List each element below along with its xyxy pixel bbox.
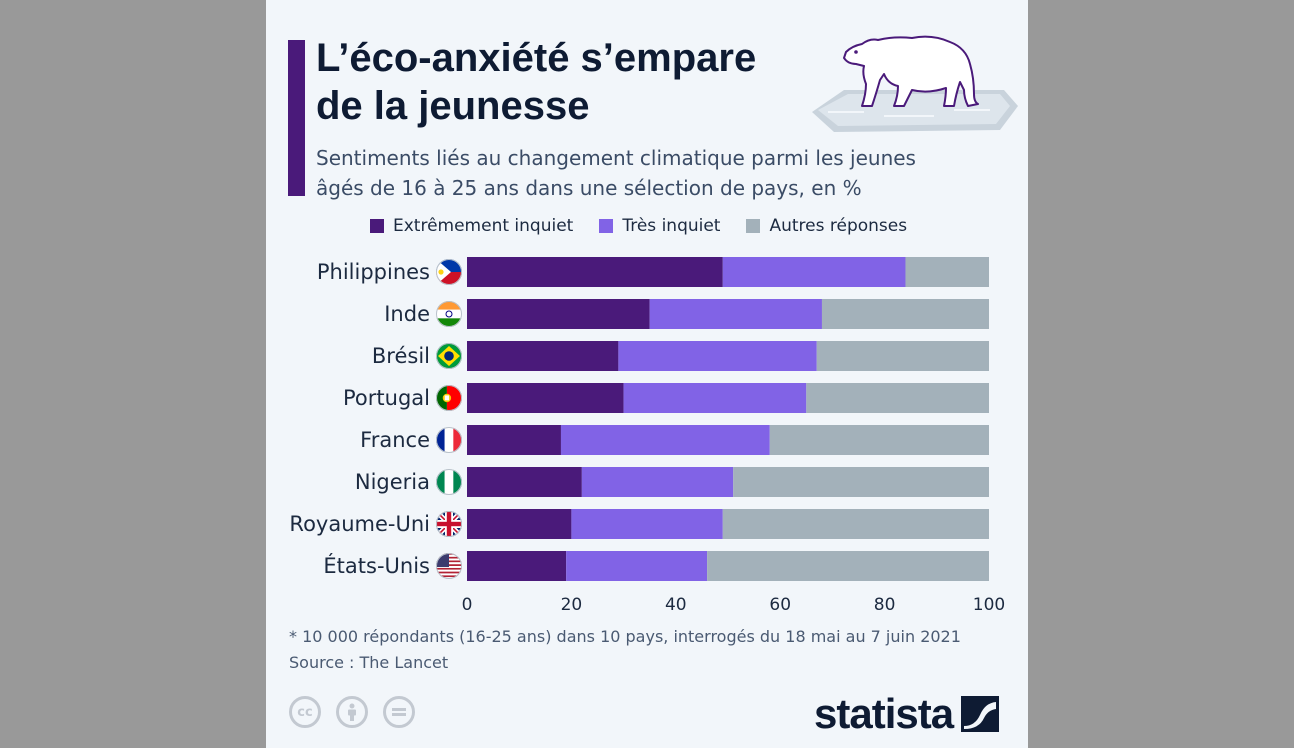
bar-segment-0 bbox=[467, 509, 572, 539]
statista-logo-icon bbox=[961, 696, 1000, 732]
x-tick-label: 60 bbox=[769, 595, 791, 615]
bar-segment-2 bbox=[905, 257, 989, 287]
subtitle-line-1: Sentiments liés au changement climatique… bbox=[316, 146, 916, 170]
bar-segment-0 bbox=[467, 383, 624, 413]
bar-segment-1 bbox=[623, 383, 807, 413]
flag-icon bbox=[436, 385, 462, 411]
cc-icon[interactable]: cc bbox=[289, 696, 321, 728]
category-label: Nigeria bbox=[355, 470, 430, 494]
legend-item-1: Très inquiet bbox=[599, 216, 720, 236]
x-tick-label: 80 bbox=[874, 595, 896, 615]
title-line-1: L’éco-anxiété s’empare bbox=[316, 36, 757, 80]
category-label: Philippines bbox=[317, 260, 430, 284]
footnote-text: * 10 000 répondants (16-25 ans) dans 10 … bbox=[289, 627, 961, 646]
bar-segment-1 bbox=[581, 467, 734, 497]
bar-segment-1 bbox=[722, 257, 906, 287]
flag-icon bbox=[436, 511, 462, 537]
chart-legend: Extrêmement inquiet Très inquiet Autres ré… bbox=[370, 216, 933, 236]
title-line-2: de la jeunesse bbox=[316, 84, 590, 128]
bar-row: Nigeria bbox=[355, 467, 989, 497]
bar-segment-2 bbox=[733, 467, 989, 497]
legend-item-2: Autres réponses bbox=[746, 216, 907, 236]
bar-row: Inde bbox=[384, 299, 989, 329]
bar-segment-0 bbox=[467, 551, 567, 581]
category-label: France bbox=[360, 428, 430, 452]
flag-icon bbox=[436, 343, 462, 369]
source-text: Source : The Lancet bbox=[289, 653, 449, 672]
x-tick-label: 100 bbox=[973, 595, 1005, 615]
polar-bear-icon bbox=[812, 35, 1018, 132]
by-icon[interactable] bbox=[336, 696, 368, 728]
bar-segment-0 bbox=[467, 425, 561, 455]
bar-segment-2 bbox=[722, 509, 989, 539]
category-label: Royaume-Uni bbox=[289, 512, 430, 536]
flag-icon bbox=[436, 259, 462, 285]
legend-swatch-1 bbox=[599, 219, 614, 233]
brand-name: statista bbox=[814, 690, 954, 737]
category-label: Brésil bbox=[372, 344, 430, 368]
stacked-bar-chart: Philippines Inde Brésil Portugal France Niger… bbox=[289, 257, 1005, 615]
bar-segment-2 bbox=[821, 299, 989, 329]
license-icons: cc bbox=[289, 696, 430, 728]
bar-row: Philippines bbox=[317, 257, 989, 287]
nd-icon[interactable] bbox=[383, 696, 415, 728]
infographic-card: L’éco-anxiété s’empare de la jeunesse Se… bbox=[266, 0, 1028, 748]
bar-segment-0 bbox=[467, 299, 650, 329]
subtitle-line-2: âgés de 16 à 25 ans dans une sélection d… bbox=[316, 176, 862, 200]
bar-segment-0 bbox=[467, 341, 619, 371]
bar-segment-2 bbox=[816, 341, 989, 371]
statista-brand[interactable]: statista bbox=[814, 690, 1000, 738]
title-accent-bar bbox=[288, 40, 305, 196]
flag-icon bbox=[436, 469, 462, 495]
bar-segment-1 bbox=[571, 509, 723, 539]
category-label: Inde bbox=[384, 302, 430, 326]
page-subtitle: Sentiments liés au changement climatique… bbox=[316, 143, 1016, 203]
bar-row: Portugal bbox=[343, 383, 989, 413]
bar-segment-2 bbox=[769, 425, 989, 455]
bar-segment-2 bbox=[806, 383, 989, 413]
flag-icon bbox=[436, 427, 462, 453]
bar-row: Royaume-Uni bbox=[289, 509, 989, 539]
bar-segment-1 bbox=[560, 425, 770, 455]
footnote: * 10 000 répondants (16-25 ans) dans 10 … bbox=[289, 624, 961, 676]
bar-segment-0 bbox=[467, 467, 582, 497]
bar-segment-2 bbox=[707, 551, 989, 581]
bar-segment-0 bbox=[467, 257, 723, 287]
legend-label-0: Extrêmement inquiet bbox=[393, 216, 574, 236]
x-tick-label: 20 bbox=[561, 595, 583, 615]
flag-icon bbox=[436, 301, 462, 327]
x-tick-label: 0 bbox=[462, 595, 473, 615]
bar-row: États-Unis bbox=[323, 551, 989, 581]
legend-item-0: Extrêmement inquiet bbox=[370, 216, 573, 236]
category-label: États-Unis bbox=[323, 553, 430, 578]
bar-row: Brésil bbox=[372, 341, 989, 371]
legend-swatch-0 bbox=[370, 219, 384, 233]
bar-row: France bbox=[360, 425, 989, 455]
bar-segment-1 bbox=[649, 299, 822, 329]
page-title: L’éco-anxiété s’empare de la jeunesse bbox=[316, 34, 846, 130]
legend-label-2: Autres réponses bbox=[769, 216, 908, 236]
legend-label-1: Très inquiet bbox=[622, 216, 721, 236]
flag-icon bbox=[436, 553, 462, 579]
legend-swatch-2 bbox=[746, 219, 761, 233]
category-label: Portugal bbox=[343, 386, 430, 410]
x-tick-label: 40 bbox=[665, 595, 687, 615]
bar-segment-1 bbox=[566, 551, 708, 581]
bar-segment-1 bbox=[618, 341, 817, 371]
